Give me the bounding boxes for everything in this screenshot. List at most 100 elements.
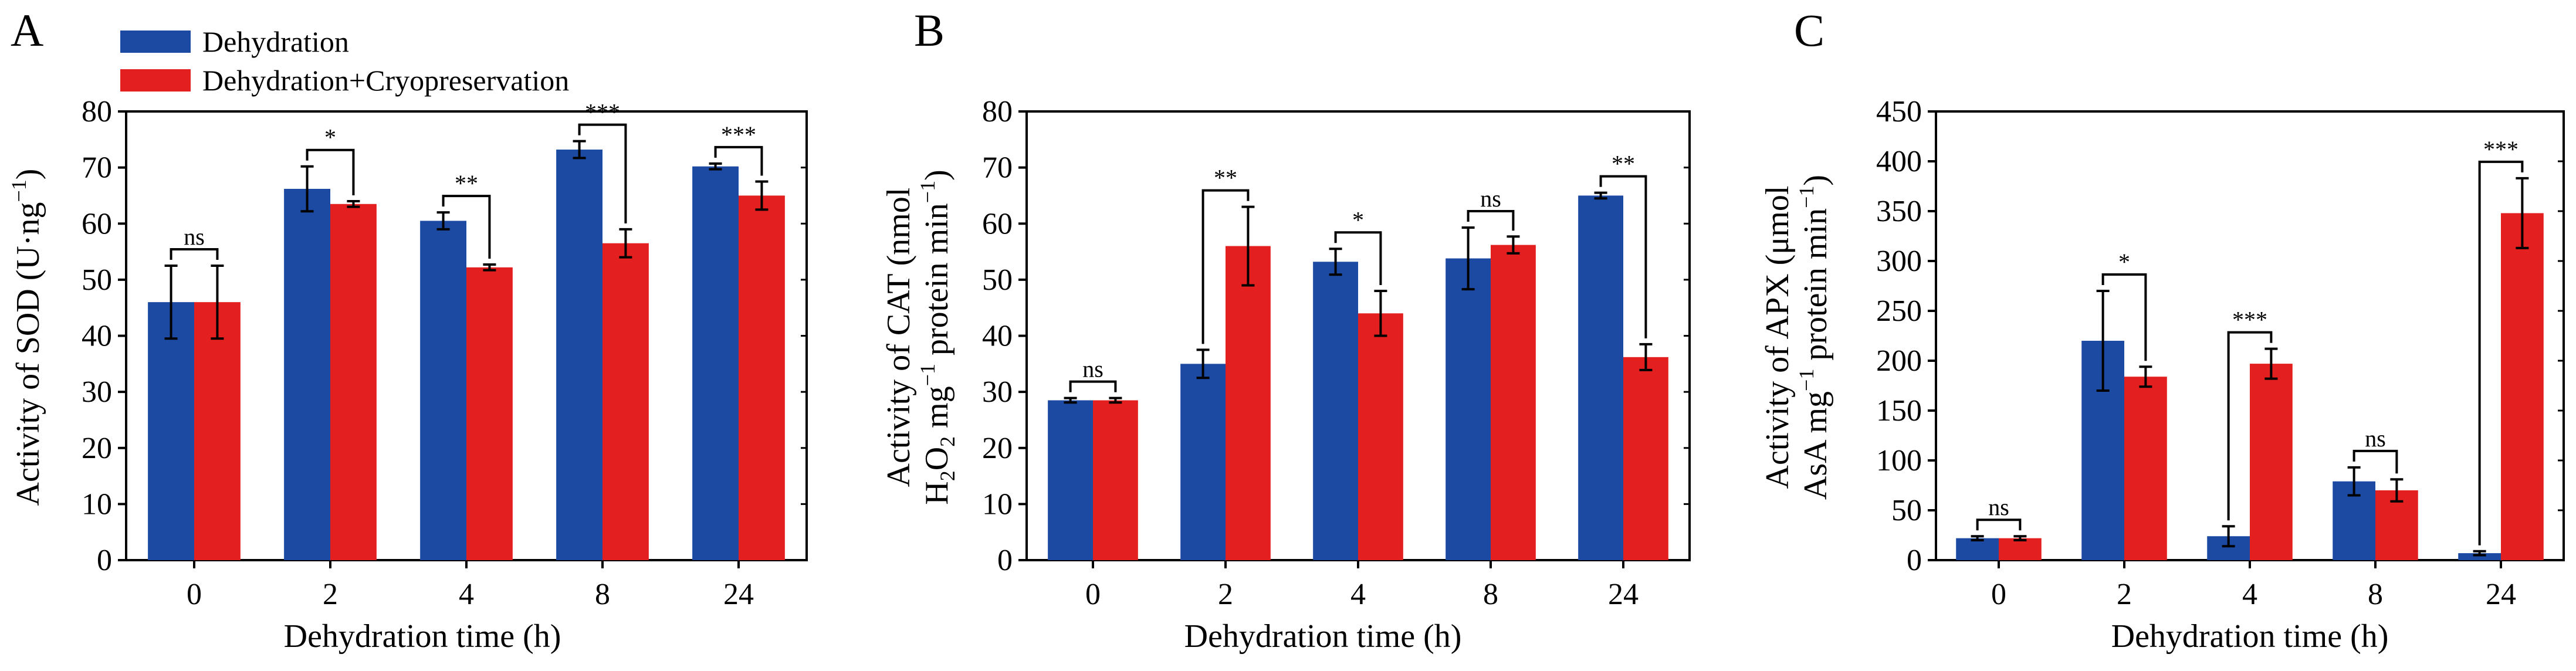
bar	[602, 243, 649, 560]
panel-a: A Dehydration Dehydration+Cryopreservati…	[7, 5, 808, 655]
bar	[1180, 364, 1226, 560]
significance-label: ***	[2232, 307, 2267, 333]
y-tick-label: 50	[82, 263, 112, 297]
y-axis-title-part: protein min	[1798, 208, 1834, 369]
bar	[330, 204, 377, 560]
legend-swatch-dehydration	[120, 30, 191, 53]
significance-bracket	[2101, 273, 2147, 361]
bar	[1623, 357, 1668, 560]
panel-c: C Dehydration time (h) Activity of APX (…	[1759, 5, 2565, 655]
y-tick-label: 10	[982, 487, 1013, 521]
significance-bracket	[1467, 209, 1515, 231]
y-axis-title-part: )	[919, 170, 955, 181]
y-axis-title-superscript: −1	[7, 179, 31, 202]
significance-label: ns	[1988, 494, 2009, 520]
y-tick-label: 70	[982, 151, 1013, 185]
panel-a-plot: 0 10 20 30 40 50 60 70 80 0 ns 2 * 4 ** 8 *** 24 ***	[82, 95, 808, 611]
significance-bracket	[170, 248, 219, 260]
bar	[1956, 538, 1999, 560]
x-tick-label: 4	[1350, 578, 1366, 611]
legend-swatch-dehydration-cryopreservation	[120, 69, 191, 92]
y-tick-label: 70	[82, 151, 112, 185]
y-tick-label: 60	[982, 207, 1013, 240]
significance-bracket	[1976, 518, 2022, 531]
y-axis-title-superscript: −1	[1795, 186, 1818, 208]
y-axis-title: Activity of CAT (nmol	[881, 188, 917, 487]
x-axis-title: Dehydration time (h)	[1184, 618, 1462, 655]
bar	[739, 195, 785, 560]
bar	[2458, 553, 2501, 560]
y-tick-label: 20	[982, 432, 1013, 465]
y-tick-label: 450	[1876, 95, 1922, 128]
bar	[1358, 313, 1403, 560]
y-tick-label: 0	[1907, 544, 1922, 577]
y-axis-title-line2: AsA mg−1 protein min−1)	[1795, 175, 1834, 500]
significance-label: *	[2118, 249, 2130, 275]
x-tick-label: 2	[1218, 578, 1233, 611]
y-axis-title-part: O	[919, 447, 955, 470]
x-tick-label: 8	[2368, 578, 2383, 611]
y-tick-label: 30	[982, 375, 1013, 409]
x-tick-label: 2	[2117, 578, 2132, 611]
y-axis-title-part: AsA mg	[1798, 391, 1834, 500]
significance-bracket	[2352, 449, 2398, 474]
y-tick-label: 40	[982, 320, 1013, 353]
y-tick-label: 50	[982, 263, 1013, 297]
bar	[1446, 258, 1491, 561]
y-tick-label: 250	[1876, 294, 1922, 328]
bar	[2501, 213, 2544, 560]
significance-bracket	[1069, 380, 1117, 392]
y-axis-title-subscript: 2	[936, 436, 959, 447]
panel-b: B Dehydration time (h) Activity of CAT (…	[881, 5, 1691, 655]
x-tick-label: 24	[2486, 578, 2516, 611]
y-tick-label: 80	[982, 95, 1013, 128]
significance-label: **	[1612, 151, 1635, 177]
y-tick-label: 0	[997, 544, 1013, 577]
y-axis-title-part: mg	[919, 386, 955, 436]
bar	[148, 302, 194, 560]
bar	[556, 150, 602, 560]
panel-c-plot: 0 50 100 150 200 250 300 350 400 450 0 ns 2 * 4 *** 8 ns 2…	[1876, 95, 2565, 611]
bar	[194, 302, 241, 560]
significance-label: ns	[1480, 185, 1501, 212]
x-tick-label: 0	[1991, 578, 2006, 611]
significance-label: *	[324, 124, 336, 151]
y-axis-title-part: )	[1798, 175, 1834, 186]
significance-bracket	[2478, 160, 2524, 545]
chart-legend: Dehydration Dehydration+Cryopreservation	[120, 25, 569, 97]
bar	[284, 188, 330, 560]
significance-label: ***	[585, 99, 620, 126]
significance-label: ns	[184, 223, 205, 250]
bar	[420, 221, 466, 560]
y-tick-label: 150	[1876, 394, 1922, 428]
significance-label: ns	[1082, 356, 1103, 382]
x-axis-title: Dehydration time (h)	[284, 618, 561, 655]
y-tick-label: 60	[82, 207, 112, 240]
significance-bracket	[1599, 175, 1647, 338]
significance-bracket	[442, 195, 491, 259]
significance-label: ***	[2483, 136, 2519, 162]
y-tick-label: 40	[82, 320, 112, 353]
x-tick-label: 2	[323, 578, 338, 611]
y-axis-title-part: )	[10, 169, 46, 180]
bar	[466, 267, 513, 560]
y-axis-title-part: Activity of APX (μmol	[1759, 186, 1796, 489]
bar	[1226, 246, 1271, 560]
bar	[2124, 377, 2167, 560]
significance-bracket	[578, 123, 627, 223]
x-tick-label: 4	[459, 578, 474, 611]
significance-bracket	[1334, 231, 1382, 285]
y-tick-label: 20	[82, 432, 112, 465]
x-tick-label: 0	[187, 578, 202, 611]
significance-bracket	[306, 148, 355, 195]
y-tick-label: 50	[1891, 494, 1922, 527]
y-axis-title-part: protein min	[919, 203, 955, 364]
y-axis-title-line2: H2O2 mg−1 protein min−1)	[916, 170, 959, 505]
significance-bracket	[1201, 189, 1250, 344]
x-axis-title: Dehydration time (h)	[2111, 618, 2389, 655]
y-axis-title-part: Activity of CAT (nmol	[881, 188, 917, 487]
y-tick-label: 0	[97, 544, 112, 577]
significance-bracket	[2227, 331, 2273, 521]
